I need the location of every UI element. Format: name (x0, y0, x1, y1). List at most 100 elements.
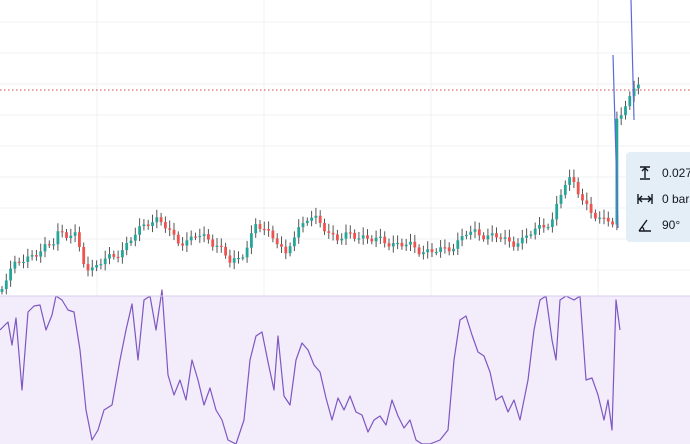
candle-body (108, 254, 111, 259)
candle-body (486, 235, 490, 240)
candle-body (13, 261, 17, 269)
vertical-range-icon (640, 166, 650, 180)
candle-body (17, 261, 21, 263)
candlestick-series (0, 77, 640, 295)
candle-body (447, 247, 451, 252)
candle-body (520, 237, 524, 244)
candle-body (305, 220, 309, 224)
candle-body (112, 254, 116, 257)
candle-body (288, 246, 292, 254)
candle-body (293, 237, 296, 247)
candle-body (353, 232, 356, 239)
price-pane[interactable] (0, 0, 690, 295)
candle-body (116, 256, 120, 259)
candle-body (310, 217, 313, 221)
candle-body (121, 250, 124, 258)
candle-body (512, 241, 516, 247)
candle-body (189, 236, 193, 241)
tooltip-bars-row: 0 bars (636, 186, 690, 212)
candle-body (224, 246, 227, 256)
candle-body (151, 222, 154, 227)
candle-body (211, 239, 215, 247)
candle-body (529, 234, 533, 236)
measure-line-left (612, 54, 619, 229)
candle-body (379, 236, 382, 238)
candle-body (9, 268, 12, 281)
candle-body (533, 228, 537, 235)
candle-body (198, 235, 202, 238)
candle-body (69, 235, 73, 239)
angle-value: 90° (662, 218, 681, 232)
candle-body (0, 289, 4, 292)
measure-drawing[interactable] (612, 0, 635, 229)
measure-tooltip: 0.027 0 bars 90° (626, 152, 690, 242)
candle-body (499, 237, 503, 239)
candle-body (383, 236, 387, 244)
candle-body (284, 246, 288, 254)
candle-body (103, 258, 107, 265)
candle-body (336, 234, 339, 241)
candle-body (572, 177, 576, 183)
candle-body (43, 244, 47, 252)
candle-body (413, 241, 417, 248)
candle-body (185, 240, 189, 246)
candle-body (125, 243, 129, 251)
candle-body (370, 238, 374, 242)
candle-body (207, 234, 210, 240)
oscillator-background (0, 296, 690, 444)
candle-body (254, 224, 258, 234)
candle-body (99, 264, 103, 266)
candle-body (581, 194, 584, 201)
candle-body (172, 229, 176, 235)
candle-body (387, 243, 391, 247)
candle-body (516, 243, 520, 247)
candle-body (344, 232, 348, 239)
candle-body (301, 223, 305, 228)
candle-body (366, 235, 369, 239)
candle-body (314, 215, 318, 218)
candle-body (417, 247, 421, 255)
candle-body (426, 249, 430, 253)
candle-body (4, 280, 8, 289)
candle-body (559, 194, 563, 204)
candle-body (181, 243, 184, 246)
candle-body (194, 236, 197, 238)
candle-body (361, 235, 365, 239)
candle-body (245, 247, 249, 258)
candle-body (47, 244, 51, 246)
candle-body (323, 222, 326, 232)
candle-body (73, 232, 77, 236)
candle-body (271, 230, 275, 239)
candle-body (374, 237, 378, 242)
candle-body (477, 229, 481, 236)
bar-range-value: 0 bars (662, 192, 690, 206)
candle-body (422, 252, 425, 255)
candle-body (26, 256, 30, 262)
candle-body (133, 234, 137, 241)
candle-body (409, 241, 412, 245)
candle-body (624, 106, 627, 116)
candle-body (404, 244, 408, 247)
oscillator-pane[interactable] (0, 289, 690, 444)
candle-body (237, 258, 240, 260)
candle-body (228, 255, 232, 263)
candle-body (391, 243, 395, 247)
candle-body (598, 217, 602, 219)
candle-body (159, 217, 163, 223)
horizontal-range-icon (637, 194, 653, 204)
candle-body (90, 267, 94, 271)
candle-body (348, 232, 352, 234)
candle-body (168, 228, 172, 230)
candle-body (503, 237, 507, 239)
candle-body (86, 264, 90, 271)
candle-body (241, 257, 245, 259)
candle-body (95, 264, 98, 268)
candle-body (460, 236, 464, 241)
candle-body (473, 229, 477, 232)
candle-body (327, 231, 331, 233)
measure-line-right (630, 0, 635, 121)
candle-body (202, 234, 206, 236)
candle-body (30, 255, 34, 257)
